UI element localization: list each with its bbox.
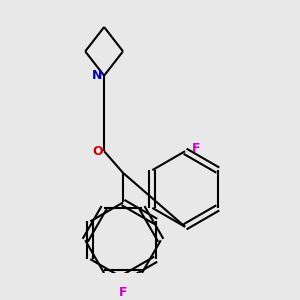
Text: N: N — [92, 69, 103, 82]
Text: F: F — [119, 286, 127, 299]
Text: O: O — [92, 145, 103, 158]
Text: F: F — [192, 142, 200, 155]
